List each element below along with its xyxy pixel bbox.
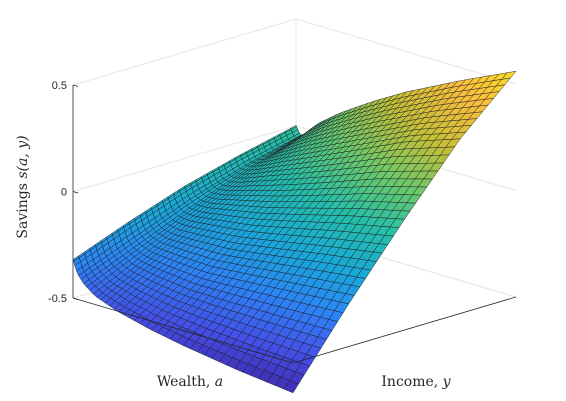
z-tick-label: -0.5 <box>48 293 67 305</box>
x-axis-line <box>72 297 294 364</box>
z-tick-mark <box>72 84 79 87</box>
surface-patch <box>284 380 299 394</box>
z-tick-mark <box>72 297 79 300</box>
z-tick-mark <box>72 191 79 194</box>
y-axis-line <box>292 296 517 364</box>
z-ticks: -0.5 0 0.5 <box>48 80 79 305</box>
y-axis-title: Income, y <box>381 374 451 390</box>
savings-surface <box>72 70 517 394</box>
z-tick-label: 0 <box>61 187 67 199</box>
z-tick-label: 0.5 <box>52 80 67 92</box>
x-axis-title: Wealth, a <box>157 374 223 390</box>
z-axis-title: Savings s(a, y) <box>15 135 31 238</box>
z-gridline <box>72 18 517 86</box>
